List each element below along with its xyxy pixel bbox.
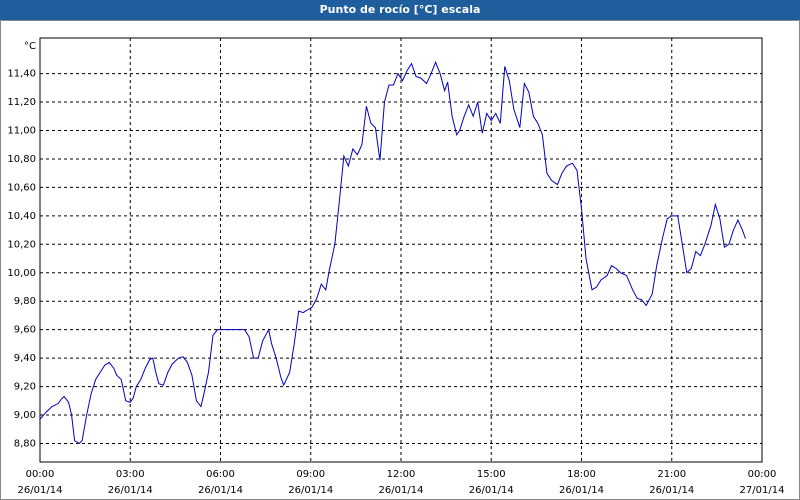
x-tick-date: 26/01/14: [649, 485, 694, 496]
x-tick-label: 18:00: [567, 469, 596, 480]
x-tick-date: 26/01/14: [18, 485, 63, 496]
x-tick-label: 15:00: [477, 469, 506, 480]
plot-border: [39, 37, 763, 463]
y-tick-label: 11,00: [7, 125, 36, 136]
y-tick-label: 11,20: [7, 97, 36, 108]
x-tick-label: 06:00: [206, 469, 235, 480]
x-tick-date: 26/01/14: [108, 485, 153, 496]
title-bar: [0, 0, 800, 20]
chart-title: Punto de rocío [°C] escala: [320, 3, 481, 16]
y-tick-label: 10,00: [7, 268, 36, 279]
y-unit: °C: [24, 41, 36, 52]
x-tick-label: 12:00: [387, 469, 416, 480]
y-tick-label: 10,40: [7, 211, 36, 222]
y-tick-label: 9,80: [14, 296, 36, 307]
y-tick-label: 8,80: [14, 439, 36, 450]
y-tick-label: 9,40: [14, 353, 36, 364]
y-tick-label: 9,20: [14, 382, 36, 393]
frame: [0, 20, 800, 500]
x-tick-label: 09:00: [296, 469, 325, 480]
x-tick-label: 03:00: [116, 469, 145, 480]
y-tick-label: 11,40: [7, 69, 36, 80]
x-tick-date: 26/01/14: [288, 485, 333, 496]
y-tick-label: 9,00: [14, 410, 36, 421]
y-tick-label: 10,60: [7, 182, 36, 193]
x-tick-date: 26/01/14: [198, 485, 243, 496]
y-tick-label: 10,80: [7, 154, 36, 165]
line: [39, 60, 746, 445]
x-tick-date: 27/01/14: [740, 485, 785, 496]
x-tick-label: 00:00: [26, 469, 55, 480]
x-tick-date: 26/01/14: [469, 485, 514, 496]
y-tick-label: 10,20: [7, 239, 36, 250]
x-tick-label: 21:00: [657, 469, 686, 480]
x-tick-date: 26/01/14: [559, 485, 604, 496]
y-tick-label: 9,60: [14, 325, 36, 336]
x-tick-label: 00:00: [748, 469, 777, 480]
x-tick-date: 26/01/14: [379, 485, 424, 496]
